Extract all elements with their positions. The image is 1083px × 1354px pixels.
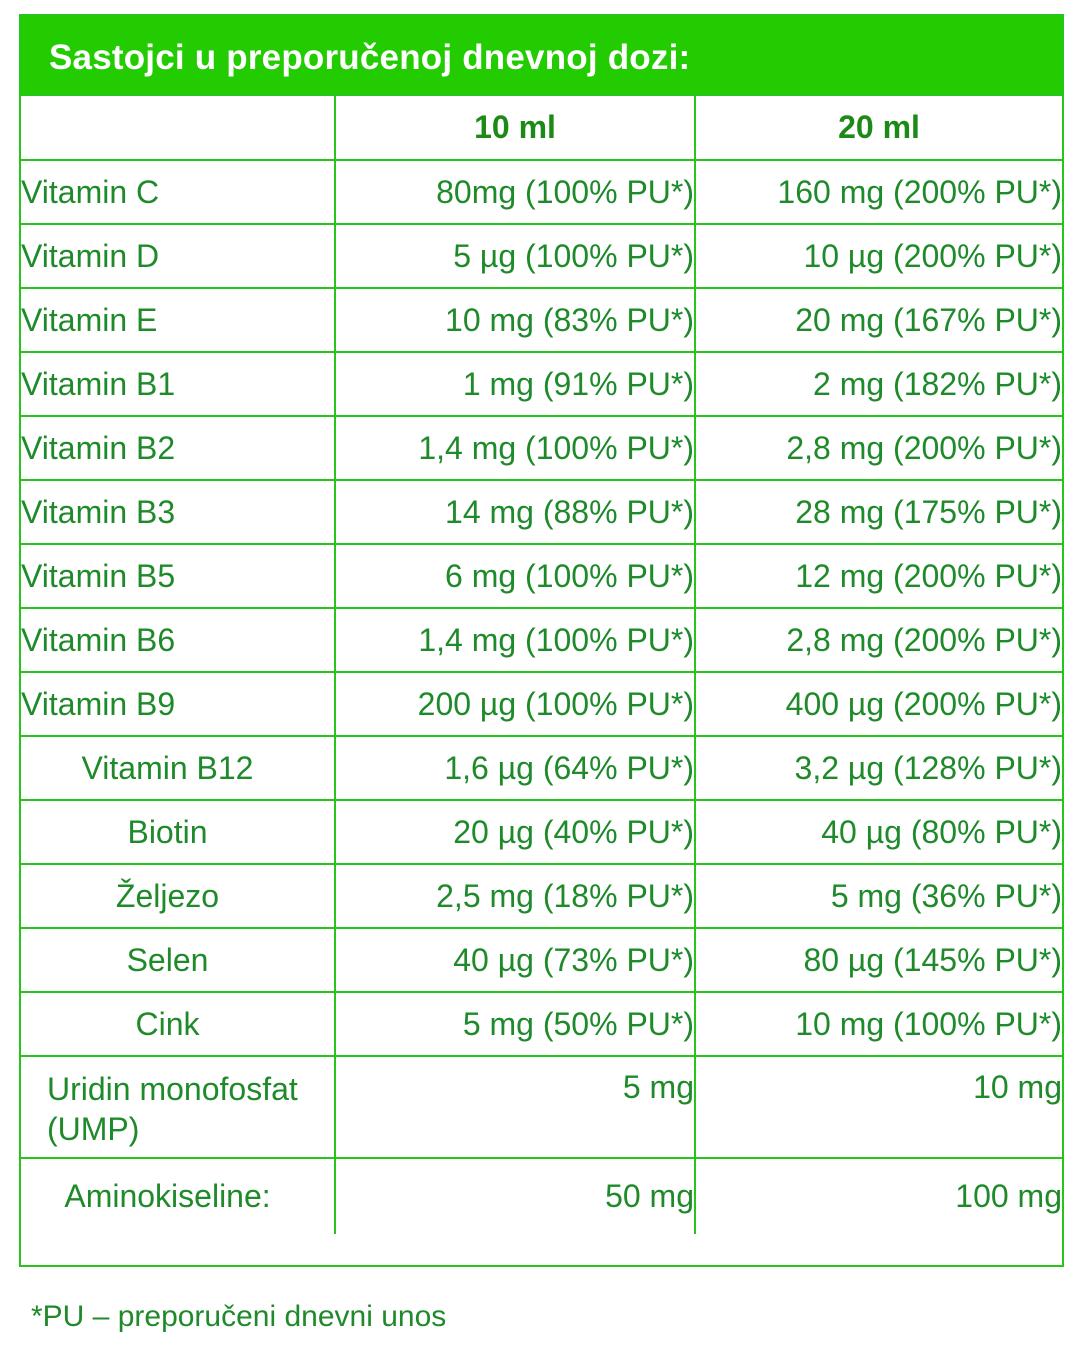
ingredient-name: Biotin xyxy=(21,800,336,865)
table-row: Vitamin B5 6 mg (100% PU*) 12 mg (200% P… xyxy=(21,544,1062,609)
ingredient-name: Vitamin B5 xyxy=(21,544,336,609)
table-row: Vitamin C 80mg (100% PU*) 160 mg (200% P… xyxy=(21,160,1062,225)
amount-20ml: 3,2 µg (128% PU*) xyxy=(695,736,1062,801)
amount-20ml: 100 mg xyxy=(955,1178,1062,1214)
ingredient-name: Vitamin B3 xyxy=(21,480,336,545)
amount-20ml: 10 mg (100% PU*) xyxy=(695,992,1062,1057)
amount-20ml: 400 µg (200% PU*) xyxy=(695,672,1062,737)
table-row: Selen 40 µg (73% PU*) 80 µg (145% PU*) xyxy=(21,928,1062,993)
amount-10ml: 5 mg (50% PU*) xyxy=(335,992,696,1057)
amount-20ml: 10 µg (200% PU*) xyxy=(695,224,1062,289)
ingredient-name: Vitamin E xyxy=(21,288,336,353)
ingredient-name: Uridin monofosfat (UMP) xyxy=(21,1056,336,1159)
amount-20ml: 28 mg (175% PU*) xyxy=(695,480,1062,545)
amount-20ml: 20 mg (167% PU*) xyxy=(695,288,1062,353)
ingredient-name: Vitamin B2 xyxy=(21,416,336,481)
amount-10ml: 5 µg (100% PU*) xyxy=(335,224,696,289)
column-header-20ml: 20 ml xyxy=(695,96,1062,161)
table-header-bar: Sastojci u preporučenoj dnevnoj dozi: xyxy=(21,16,1062,96)
table-row: Cink 5 mg (50% PU*) 10 mg (100% PU*) xyxy=(21,992,1062,1057)
amount-20ml: 10 mg xyxy=(695,1056,1062,1159)
amount-10ml: 1,4 mg (100% PU*) xyxy=(335,416,696,481)
amount-20ml: 2,8 mg (200% PU*) xyxy=(695,608,1062,673)
amount-20ml: 160 mg (200% PU*) xyxy=(695,160,1062,225)
table-row: Biotin 20 µg (40% PU*) 40 µg (80% PU*) xyxy=(21,800,1062,865)
amount-10ml: 50 mg xyxy=(335,1158,696,1234)
amount-10ml: 200 µg (100% PU*) xyxy=(335,672,696,737)
ingredient-name: Vitamin B1 xyxy=(21,352,336,417)
table-row: Vitamin B2 1,4 mg (100% PU*) 2,8 mg (200… xyxy=(21,416,1062,481)
amount-20ml: 5 mg (36% PU*) xyxy=(695,864,1062,929)
amount-10ml: 10 mg (83% PU*) xyxy=(335,288,696,353)
amount-20ml: 80 µg (145% PU*) xyxy=(695,928,1062,993)
table-row: Vitamin B1 1 mg (91% PU*) 2 mg (182% PU*… xyxy=(21,352,1062,417)
ingredient-name: Željezo xyxy=(21,864,336,929)
ingredient-name: Vitamin B12 xyxy=(21,736,336,801)
column-header-10ml: 10 ml xyxy=(335,96,696,161)
table-row: Vitamin E 10 mg (83% PU*) 20 mg (167% PU… xyxy=(21,288,1062,353)
amount-10ml: 2,5 mg (18% PU*) xyxy=(335,864,696,929)
amount-10ml: 1,4 mg (100% PU*) xyxy=(335,608,696,673)
ingredient-name: Vitamin B6 xyxy=(21,608,336,673)
ingredient-name: Aminokiseline: xyxy=(21,1158,336,1234)
amount-10ml: 5 mg xyxy=(335,1056,696,1159)
amount-10ml: 80mg (100% PU*) xyxy=(335,160,696,225)
amount-20ml: 2 mg (182% PU*) xyxy=(695,352,1062,417)
column-header-row: 10 ml 20 ml xyxy=(21,96,1062,161)
amount-10ml: 1 mg (91% PU*) xyxy=(335,352,696,417)
ingredient-name: Selen xyxy=(21,928,336,993)
table-row: Aminokiseline: 50 mg 100 mg xyxy=(21,1158,1062,1234)
amount-10ml: 40 µg (73% PU*) xyxy=(335,928,696,993)
amount-20ml: 2,8 mg (200% PU*) xyxy=(695,416,1062,481)
ingredients-table: 10 ml 20 ml Vitamin C 80mg (100% PU*) 16… xyxy=(21,96,1062,1234)
column-header-ingredient xyxy=(21,96,336,161)
amount-20ml: 40 µg (80% PU*) xyxy=(695,800,1062,865)
amount-10ml: 14 mg (88% PU*) xyxy=(335,480,696,545)
ingredient-name: Cink xyxy=(21,992,336,1057)
amount-10ml: 1,6 µg (64% PU*) xyxy=(335,736,696,801)
amount-20ml: 12 mg (200% PU*) xyxy=(695,544,1062,609)
amount-10ml: 20 µg (40% PU*) xyxy=(335,800,696,865)
table-row: Vitamin B6 1,4 mg (100% PU*) 2,8 mg (200… xyxy=(21,608,1062,673)
table-row: Vitamin B3 14 mg (88% PU*) 28 mg (175% P… xyxy=(21,480,1062,545)
footnote: *PU – preporučeni dnevni unos xyxy=(31,1300,447,1333)
ingredient-name: Vitamin D xyxy=(21,224,336,289)
ingredient-name: Vitamin C xyxy=(21,160,336,225)
table-row: Vitamin D 5 µg (100% PU*) 10 µg (200% PU… xyxy=(21,224,1062,289)
table-row: Vitamin B9 200 µg (100% PU*) 400 µg (200… xyxy=(21,672,1062,737)
ingredients-panel: Sastojci u preporučenoj dnevnoj dozi: 10… xyxy=(19,14,1064,1267)
table-title: Sastojci u preporučenoj dnevnoj dozi: xyxy=(49,38,691,77)
amount-10ml: 6 mg (100% PU*) xyxy=(335,544,696,609)
table-row: Željezo 2,5 mg (18% PU*) 5 mg (36% PU*) xyxy=(21,864,1062,929)
table-row: Vitamin B12 1,6 µg (64% PU*) 3,2 µg (128… xyxy=(21,736,1062,801)
ingredient-name: Vitamin B9 xyxy=(21,672,336,737)
table-row: Uridin monofosfat (UMP) 5 mg 10 mg xyxy=(21,1056,1062,1159)
